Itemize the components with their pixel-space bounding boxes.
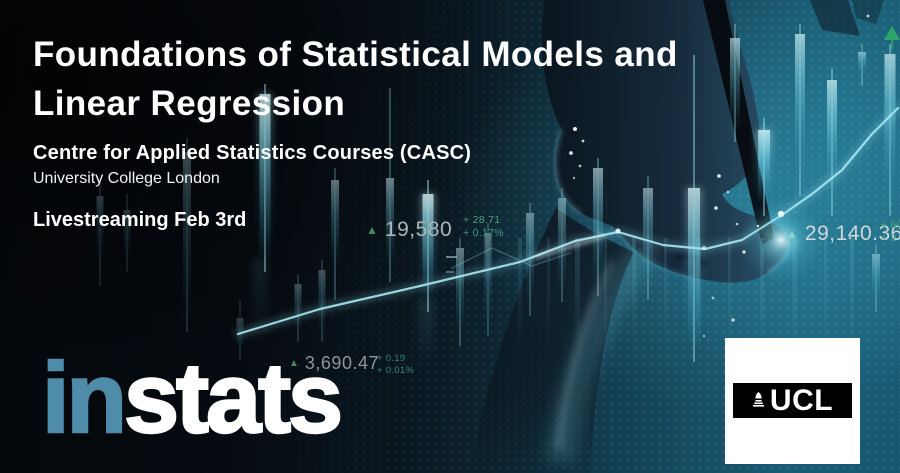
organisation: Centre for Applied Statistics Courses (C… [33, 142, 472, 164]
touch-glow [615, 198, 823, 282]
course-title: Foundations of Statistical Models and Li… [33, 30, 678, 128]
ucl-logo: UCL [725, 338, 860, 464]
change-pct: + 2 [881, 232, 897, 244]
up-triangle-icon: ▲ [366, 223, 378, 237]
ticker-right-change: + 60 + 2 [881, 219, 900, 245]
schedule: Livestreaming Feb 3rd [33, 209, 247, 231]
light-beams [252, 238, 854, 372]
trend-line [235, 105, 900, 337]
change-abs: + 60 [881, 219, 900, 231]
ticker-left-value: 19,580 [384, 218, 453, 241]
ticker-left-change: + 28.71 + 0.17% [463, 214, 504, 240]
course-title-line2: Linear Regression [33, 84, 346, 123]
change-pct: + 0.17% [463, 227, 504, 239]
institution: University College London [33, 170, 220, 187]
ticker-bottom: ▲ 3,690.47 [289, 353, 379, 374]
instats-logo: instats [41, 347, 345, 449]
ucl-portico-icon [752, 392, 764, 407]
ucl-logo-band: UCL [733, 383, 852, 418]
change-pct: + 0.01% [377, 364, 415, 376]
course-title-line1: Foundations of Statistical Models and [33, 35, 678, 74]
change-abs: + 0.19 [377, 353, 406, 364]
instats-logo-in: in [41, 342, 128, 453]
instats-logo-stats: stats [123, 342, 345, 453]
up-arrow-icon [884, 26, 900, 50]
up-triangle-icon: ▲ [786, 227, 798, 241]
background-shadow-shapes [810, 0, 884, 36]
title-block: Foundations of Statistical Models and Li… [33, 30, 678, 232]
ticker-left: ▲ 19,580 [366, 218, 452, 242]
up-triangle-icon: ▲ [289, 358, 299, 369]
ticker-bottom-value: 3,690.47 [304, 353, 379, 373]
ticker-bottom-change: + 0.19 + 0.01% [377, 353, 414, 376]
ticker-right: ▲ 29,140.36 [786, 222, 900, 246]
ticker-right-value: 29,140.36 [804, 222, 900, 245]
ucl-logo-text: UCL [769, 383, 834, 417]
change-abs: + 28.71 [463, 214, 501, 226]
